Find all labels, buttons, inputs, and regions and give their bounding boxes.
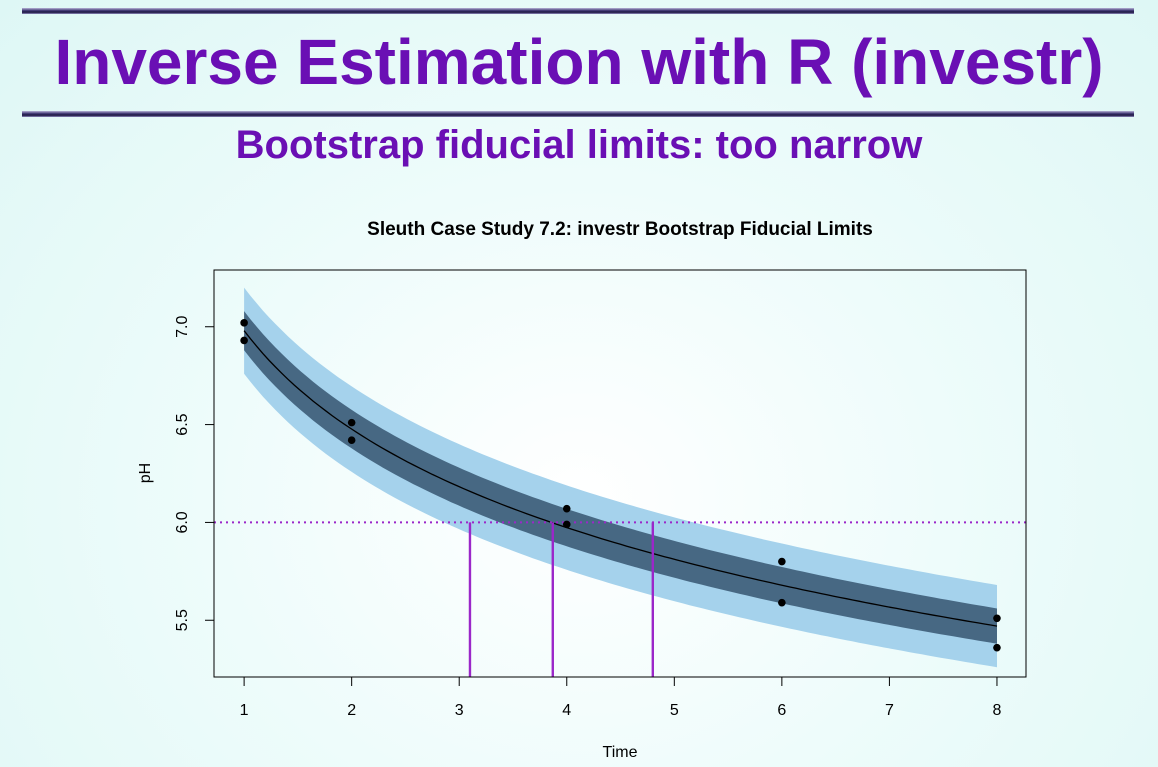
x-tick-label: 2 (347, 702, 356, 719)
x-tick-label: 4 (562, 702, 571, 719)
fitted-curve (243, 330, 998, 627)
outer-confidence-band (244, 287, 998, 668)
data-point (562, 504, 571, 513)
title-rule-bottom (22, 111, 1134, 117)
y-tick-label: 5.5 (174, 609, 191, 631)
data-point (993, 643, 1001, 652)
data-point (993, 614, 1001, 623)
x-tick-label: 8 (993, 702, 1002, 719)
data-point (240, 319, 248, 327)
data-point (347, 418, 356, 427)
data-point (778, 598, 786, 607)
x-tick-label: 1 (240, 702, 249, 719)
y-axis-label: pH (137, 463, 154, 483)
x-tick-label: 6 (777, 702, 786, 719)
y-tick-label: 7.0 (174, 316, 191, 338)
x-axis-label: Time (603, 744, 638, 761)
data-point (778, 557, 786, 566)
plot-area (214, 287, 1026, 677)
slide-subtitle: Bootstrap fiducial limits: too narrow (235, 123, 923, 167)
x-tick-label: 5 (670, 702, 679, 719)
y-tick-label: 6.0 (174, 511, 191, 533)
slide-title: Inverse Estimation with R (investr) (54, 26, 1104, 98)
y-tick-label: 6.5 (174, 413, 191, 435)
inner-confidence-band (244, 311, 998, 644)
data-point (347, 436, 356, 445)
x-tick-label: 7 (885, 702, 894, 719)
x-tick-label: 3 (455, 702, 464, 719)
data-point (240, 336, 248, 345)
data-point (562, 520, 571, 529)
axes: 1 2 3 4 5 6 7 8 5.5 6.0 6.5 7.0 (174, 316, 1002, 719)
chart-title: Sleuth Case Study 7.2: investr Bootstrap… (367, 219, 873, 240)
title-rule-top (22, 8, 1134, 14)
